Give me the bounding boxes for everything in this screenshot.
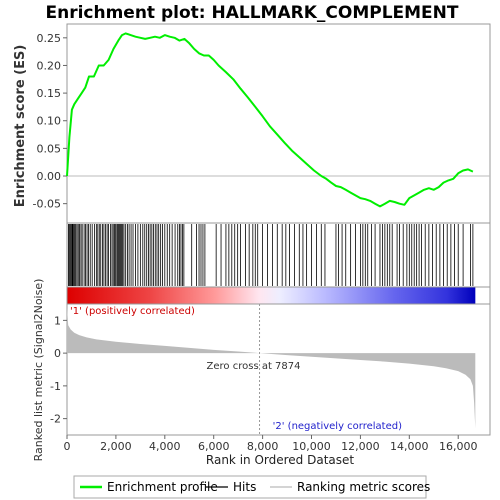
zero-cross-label: Zero cross at 7874: [207, 361, 301, 372]
x-tick-label: 14,000: [390, 440, 429, 453]
hits-panel-frame: [66, 222, 491, 288]
rank-y-tick-label: 1: [54, 314, 61, 327]
rank-y-tick-label: 0: [54, 347, 61, 360]
enrichment-panel-frame: [66, 23, 491, 224]
correlation-color-bar: [67, 287, 476, 304]
es-y-tick-label: -0.05: [33, 198, 61, 211]
rank-y-tick-label: -2: [50, 413, 61, 426]
es-y-tick-label: 0.15: [37, 87, 62, 100]
es-y-tick-label: 0.20: [37, 59, 62, 72]
positive-correlation-label: '1' (positively correlated): [70, 306, 195, 317]
chart-title: Enrichment plot: HALLMARK_COMPLEMENT: [45, 3, 458, 23]
legend: Enrichment profile Hits Ranking metric sco…: [80, 480, 430, 494]
enrichment-profile-line: [66, 32, 474, 208]
x-tick-label: 10,000: [292, 440, 331, 453]
es-y-tick-label: 0.10: [37, 115, 62, 128]
x-tick-label: 12,000: [341, 440, 380, 453]
legend-label: Enrichment profile: [107, 480, 218, 494]
x-tick-label: 4,000: [149, 440, 181, 453]
legend-label: Ranking metric scores: [297, 480, 430, 494]
ranking-panel-frame: [66, 303, 491, 436]
rank-y-axis-label: Ranked list metric (Signal2Noise): [32, 279, 45, 462]
legend-label: Hits: [233, 480, 256, 494]
x-tick-label: 8,000: [247, 440, 279, 453]
es-y-axis-label: Enrichment score (ES): [13, 45, 28, 208]
hit-marks: [68, 224, 474, 286]
es-y-tick-label: 0.00: [37, 170, 62, 183]
es-y-tick-label: 0.25: [37, 32, 62, 45]
negative-correlation-label: '2' (negatively correlated): [273, 421, 402, 432]
rank-y-tick-label: -1: [50, 380, 61, 393]
x-axis-label: Rank in Ordered Dataset: [206, 453, 354, 467]
x-tick-label: 6,000: [198, 440, 230, 453]
x-tick-label: 0: [64, 440, 71, 453]
es-y-tick-label: 0.05: [37, 142, 62, 155]
legend-box: [73, 475, 427, 499]
rank-y-ticks: -2 -1 0 1: [50, 314, 67, 426]
x-tick-label: 2,000: [100, 440, 132, 453]
x-axis-ticks: 0 2,000 4,000 6,000 8,000 10,000 12,000 14,000 1…: [64, 435, 478, 453]
x-tick-label: 16,000: [439, 440, 478, 453]
es-y-ticks: -0.05 0.00 0.05 0.10 0.15 0.20 0.25: [33, 32, 67, 211]
